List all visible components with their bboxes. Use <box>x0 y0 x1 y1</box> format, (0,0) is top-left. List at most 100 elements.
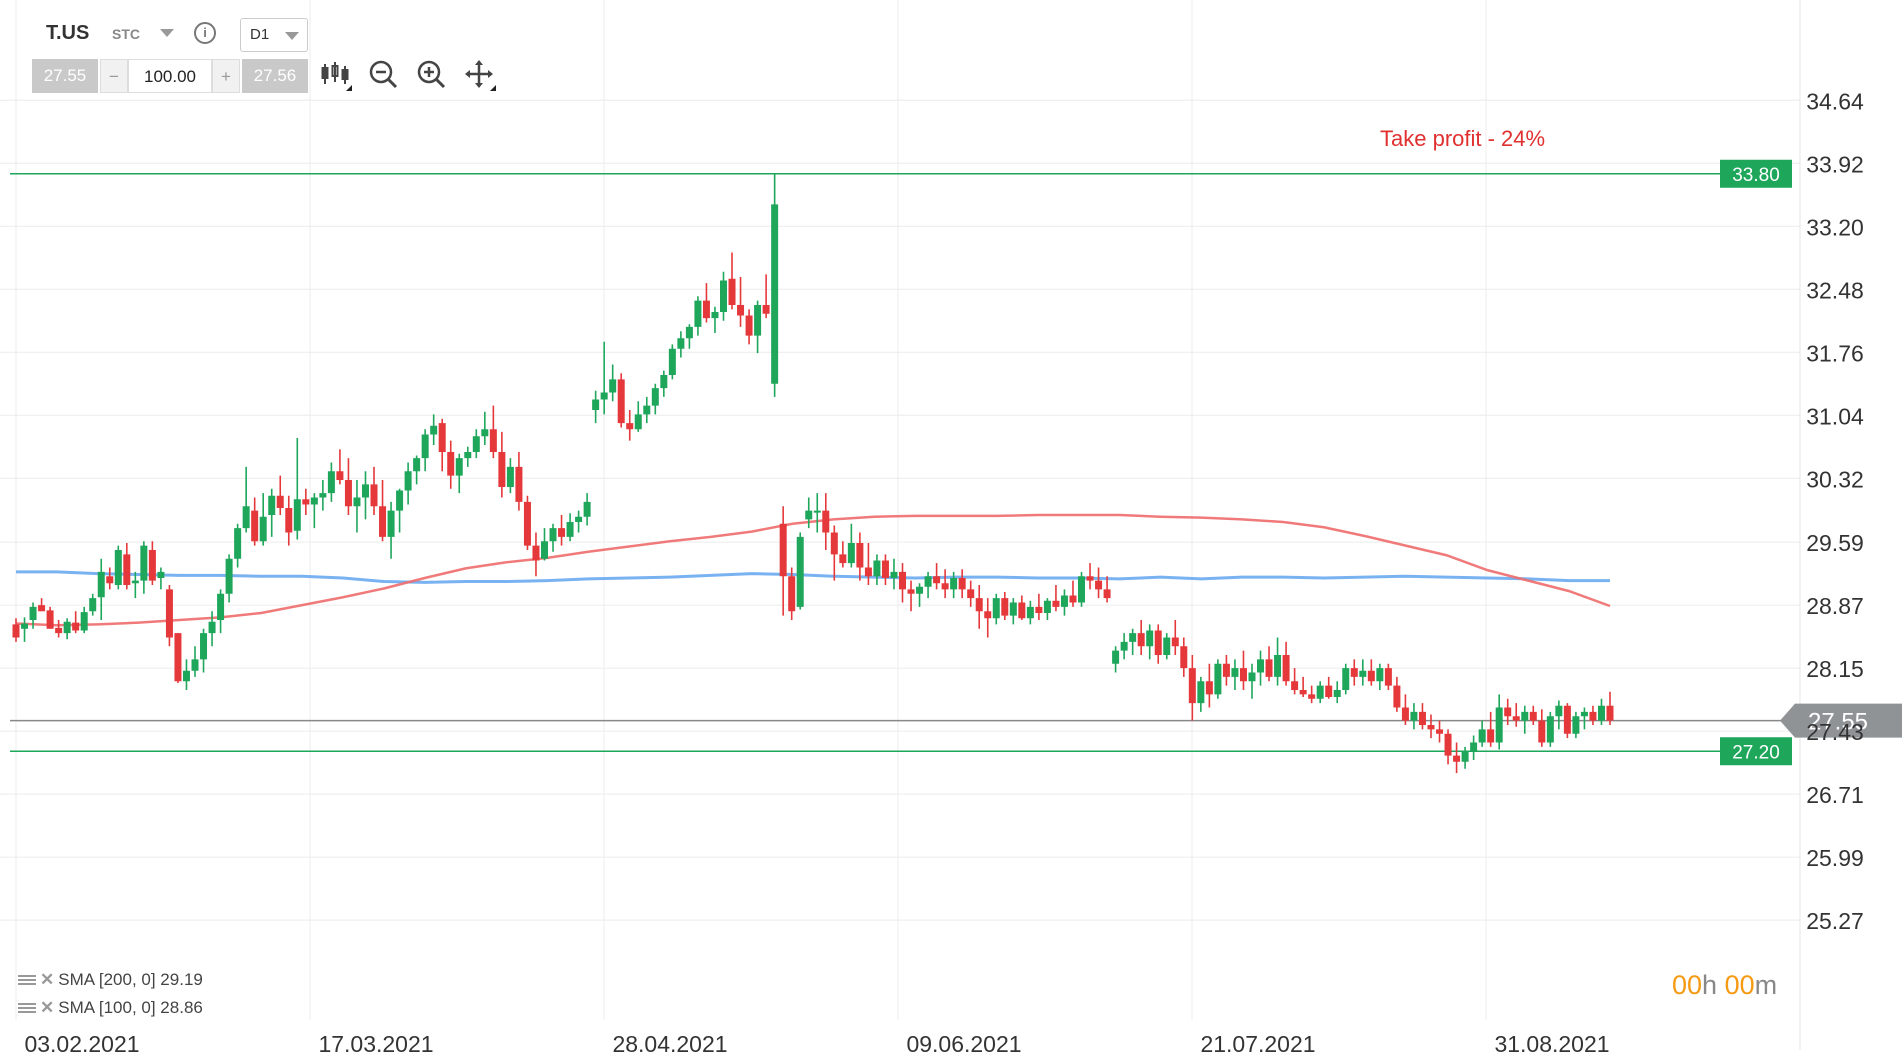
candle <box>1052 585 1060 612</box>
candle-body <box>97 571 105 598</box>
candle-body <box>1418 711 1426 725</box>
candle <box>1487 711 1495 747</box>
candle <box>626 410 634 441</box>
volume-input[interactable]: 100.00 <box>128 59 212 93</box>
x-tick-label: 31.08.2021 <box>1494 1031 1609 1057</box>
candle <box>421 429 429 472</box>
candle-body <box>1572 716 1580 734</box>
candle <box>1282 641 1290 686</box>
zoom-in-icon[interactable] <box>414 58 448 92</box>
candle-body <box>899 571 907 590</box>
candle-body <box>967 589 975 599</box>
candle <box>1512 703 1520 727</box>
candle <box>29 602 37 629</box>
zoom-out-icon[interactable] <box>366 58 400 92</box>
remove-indicator-icon[interactable]: ✕ <box>40 998 55 1017</box>
drag-handle-icon[interactable] <box>18 974 36 987</box>
candle-body <box>234 528 242 559</box>
candle-body <box>515 466 523 502</box>
candle <box>1078 571 1086 607</box>
candle-body <box>984 611 992 619</box>
ask-price-button[interactable]: 27.56 <box>242 59 308 93</box>
y-tick-label: 25.27 <box>1806 908 1864 934</box>
candle-body <box>1180 646 1188 669</box>
candle-body <box>950 578 958 590</box>
candle <box>1154 624 1162 664</box>
candle-body <box>540 541 548 559</box>
candle-body <box>472 436 480 452</box>
candle-body <box>916 586 924 594</box>
candle <box>1239 650 1247 690</box>
candle <box>200 628 208 673</box>
level-badge-label: 27.20 <box>1732 742 1780 763</box>
candle <box>1001 592 1009 620</box>
candle <box>38 598 46 612</box>
candle <box>506 458 514 494</box>
candle <box>55 620 63 638</box>
candle <box>1367 659 1375 686</box>
candle <box>1026 600 1034 625</box>
candle <box>992 593 1000 625</box>
candle-body <box>668 348 676 375</box>
candle-body <box>779 523 787 577</box>
candle <box>370 466 378 515</box>
increase-volume-button[interactable]: + <box>212 59 240 93</box>
pan-move-icon[interactable] <box>462 58 496 92</box>
candle-body <box>1495 707 1503 743</box>
candle-body <box>336 471 344 480</box>
candle <box>472 429 480 459</box>
decrease-volume-button[interactable]: − <box>100 59 128 93</box>
candle <box>310 493 318 529</box>
candle <box>148 541 156 585</box>
candle-body <box>498 452 506 487</box>
candle-body <box>225 558 233 594</box>
candle-body <box>1043 600 1051 613</box>
candle <box>361 471 369 520</box>
candle <box>123 543 131 590</box>
drag-handle-icon[interactable] <box>18 1002 36 1015</box>
candle-body <box>1265 659 1273 677</box>
candle-body <box>822 510 830 533</box>
candle <box>890 558 898 590</box>
candle-body <box>123 554 131 585</box>
symbol-type: STC <box>112 26 140 42</box>
candle <box>72 611 80 634</box>
candle-body <box>1316 685 1324 699</box>
candle <box>967 580 975 607</box>
level-badge <box>1720 737 1792 766</box>
candle <box>387 501 395 559</box>
candle-body <box>421 434 429 459</box>
symbol-dropdown-icon[interactable] <box>160 29 174 37</box>
candle-body <box>660 375 668 389</box>
price-levels: 33.80 27.20 27.55 Take profit - 24% <box>10 126 1902 766</box>
candle <box>1393 676 1401 712</box>
timeframe-select[interactable]: D1 <box>240 18 308 52</box>
candle <box>1086 563 1094 590</box>
candle-body <box>609 379 617 393</box>
candle-body <box>1078 576 1086 603</box>
bid-price-button[interactable]: 27.55 <box>32 59 98 93</box>
candle <box>1444 729 1452 765</box>
candle-body <box>506 466 514 487</box>
candle-body <box>165 589 173 638</box>
candle-body <box>1009 602 1017 616</box>
symbol-name[interactable]: T.US <box>46 22 90 44</box>
candle <box>1112 646 1120 673</box>
candle <box>217 589 225 634</box>
candle <box>1316 681 1324 704</box>
candle <box>1572 711 1580 739</box>
info-icon[interactable]: i <box>194 22 216 44</box>
candle-body <box>481 429 489 437</box>
candle <box>549 523 557 552</box>
candle <box>558 515 566 546</box>
candle <box>1274 637 1282 686</box>
candlestick-type-icon[interactable] <box>318 58 352 92</box>
candle-body <box>46 610 54 629</box>
candle-body <box>396 490 404 511</box>
remove-indicator-icon[interactable]: ✕ <box>40 970 55 989</box>
candle-body <box>1580 711 1588 717</box>
candle <box>481 411 489 445</box>
candle <box>916 583 924 607</box>
candle <box>1069 580 1077 607</box>
